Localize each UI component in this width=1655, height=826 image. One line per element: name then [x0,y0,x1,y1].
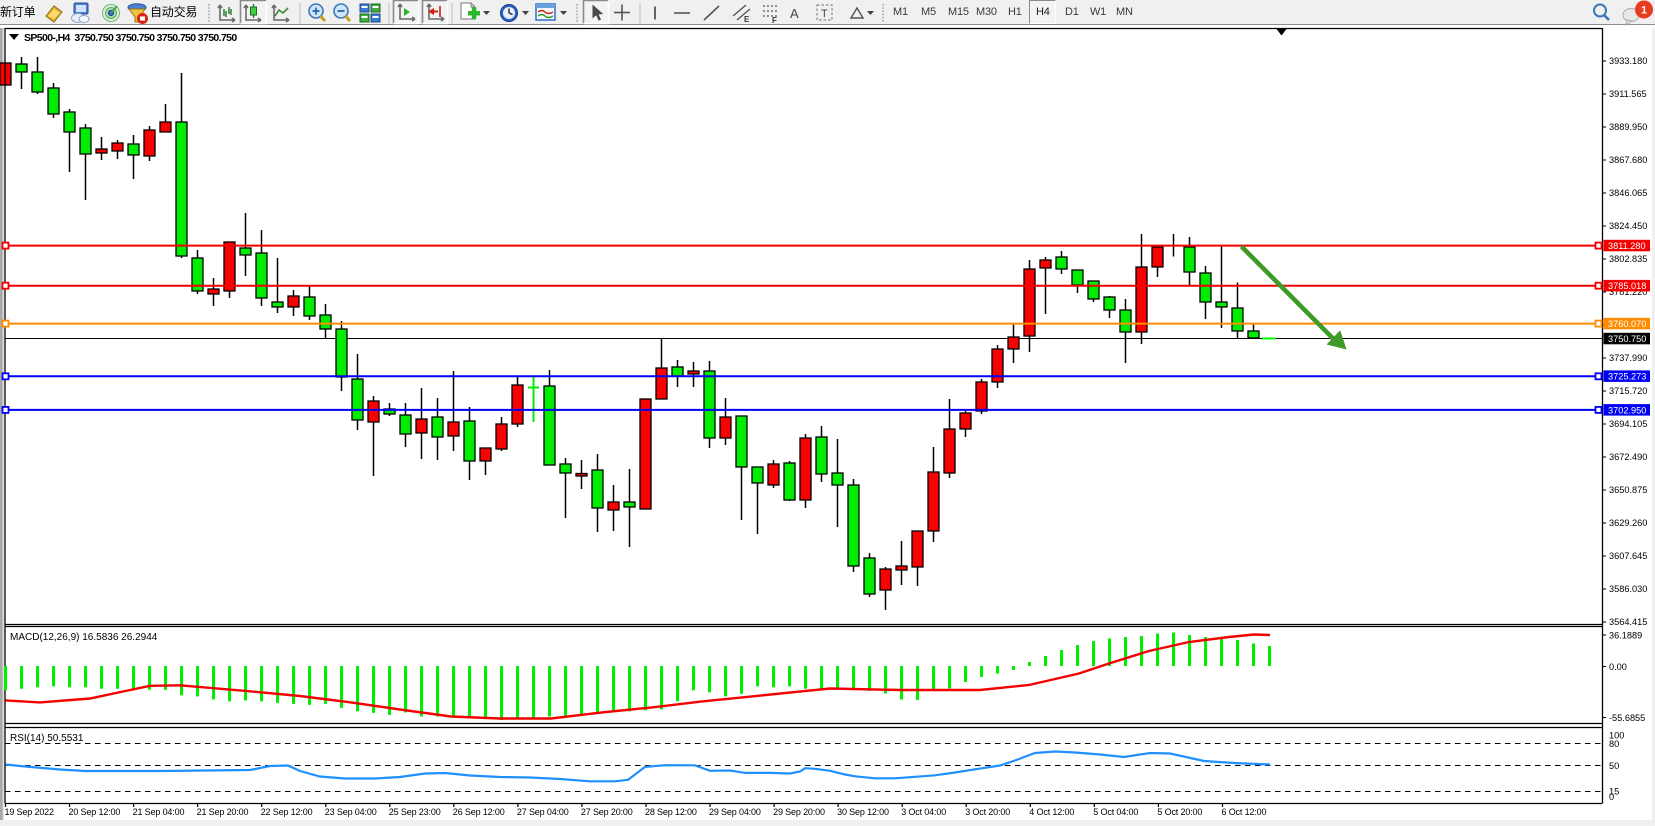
svg-text:0: 0 [1609,792,1614,802]
svg-text:4 Oct 12:00: 4 Oct 12:00 [1029,807,1074,817]
svg-text:29 Sep 04:00: 29 Sep 04:00 [709,807,761,817]
svg-text:6 Oct 12:00: 6 Oct 12:00 [1222,807,1267,817]
svg-text:100: 100 [1609,731,1624,741]
svg-text:A: A [790,6,799,21]
svg-text:25 Sep 23:00: 25 Sep 23:00 [389,807,441,817]
svg-text:22 Sep 12:00: 22 Sep 12:00 [261,807,313,817]
svg-text:SP500-,H4 3750.750 3750.750 3: SP500-,H4 3750.750 3750.750 3750.750 375… [24,32,237,44]
svg-text:E: E [744,15,750,24]
svg-text:3889.950: 3889.950 [1609,122,1647,132]
svg-text:36.1889: 36.1889 [1609,631,1642,641]
svg-text:3911.565: 3911.565 [1609,89,1647,99]
svg-text:5 Oct 20:00: 5 Oct 20:00 [1157,807,1202,817]
svg-text:3586.030: 3586.030 [1609,584,1647,594]
svg-text:T: T [821,8,828,20]
svg-text:29 Sep 20:00: 29 Sep 20:00 [773,807,825,817]
svg-text:27 Sep 20:00: 27 Sep 20:00 [581,807,633,817]
svg-text:3607.645: 3607.645 [1609,551,1647,561]
svg-text:21 Sep 04:00: 21 Sep 04:00 [133,807,185,817]
svg-text:19 Sep 2022: 19 Sep 2022 [5,807,55,817]
svg-text:MACD(12,26,9) 16.5836 26.2944: MACD(12,26,9) 16.5836 26.2944 [10,632,158,643]
svg-text:28 Sep 12:00: 28 Sep 12:00 [645,807,697,817]
svg-text:3715.720: 3715.720 [1609,386,1647,396]
svg-text:3629.260: 3629.260 [1609,518,1647,528]
svg-text:27 Sep 04:00: 27 Sep 04:00 [517,807,569,817]
svg-text:3785.018: 3785.018 [1608,281,1646,291]
svg-text:3846.065: 3846.065 [1609,188,1647,198]
svg-text:3 Oct 04:00: 3 Oct 04:00 [901,807,946,817]
svg-text:0.00: 0.00 [1609,662,1627,672]
svg-text:5 Oct 04:00: 5 Oct 04:00 [1093,807,1138,817]
svg-text:3737.990: 3737.990 [1609,353,1647,363]
svg-text:80: 80 [1609,739,1619,749]
svg-text:3867.680: 3867.680 [1609,155,1647,165]
svg-text:20 Sep 12:00: 20 Sep 12:00 [69,807,121,817]
svg-text:26 Sep 12:00: 26 Sep 12:00 [453,807,505,817]
svg-text:3933.180: 3933.180 [1609,56,1647,66]
svg-text:50: 50 [1609,761,1619,771]
svg-text:3650.875: 3650.875 [1609,485,1647,495]
svg-text:-55.6855: -55.6855 [1609,713,1645,723]
svg-text:3 Oct 20:00: 3 Oct 20:00 [965,807,1010,817]
svg-text:3802.835: 3802.835 [1609,254,1647,264]
svg-text:3750.750: 3750.750 [1608,334,1646,344]
svg-text:3811.280: 3811.280 [1608,241,1646,251]
svg-text:3672.490: 3672.490 [1609,452,1647,462]
svg-text:1: 1 [1641,5,1647,17]
svg-text:3781.220: 3781.220 [1609,287,1647,297]
svg-text:3702.950: 3702.950 [1608,405,1646,415]
svg-text:23 Sep 04:00: 23 Sep 04:00 [325,807,377,817]
svg-text:21 Sep 20:00: 21 Sep 20:00 [197,807,249,817]
svg-text:3725.273: 3725.273 [1608,372,1646,382]
svg-text:30 Sep 12:00: 30 Sep 12:00 [837,807,889,817]
svg-text:3694.105: 3694.105 [1609,419,1647,429]
svg-text:3824.450: 3824.450 [1609,221,1647,231]
svg-text:F: F [772,16,777,25]
svg-text:3564.415: 3564.415 [1609,617,1647,627]
svg-text:3760.070: 3760.070 [1608,319,1646,329]
svg-text:RSI(14) 50.5531: RSI(14) 50.5531 [10,733,84,744]
svg-text:15: 15 [1609,787,1619,797]
